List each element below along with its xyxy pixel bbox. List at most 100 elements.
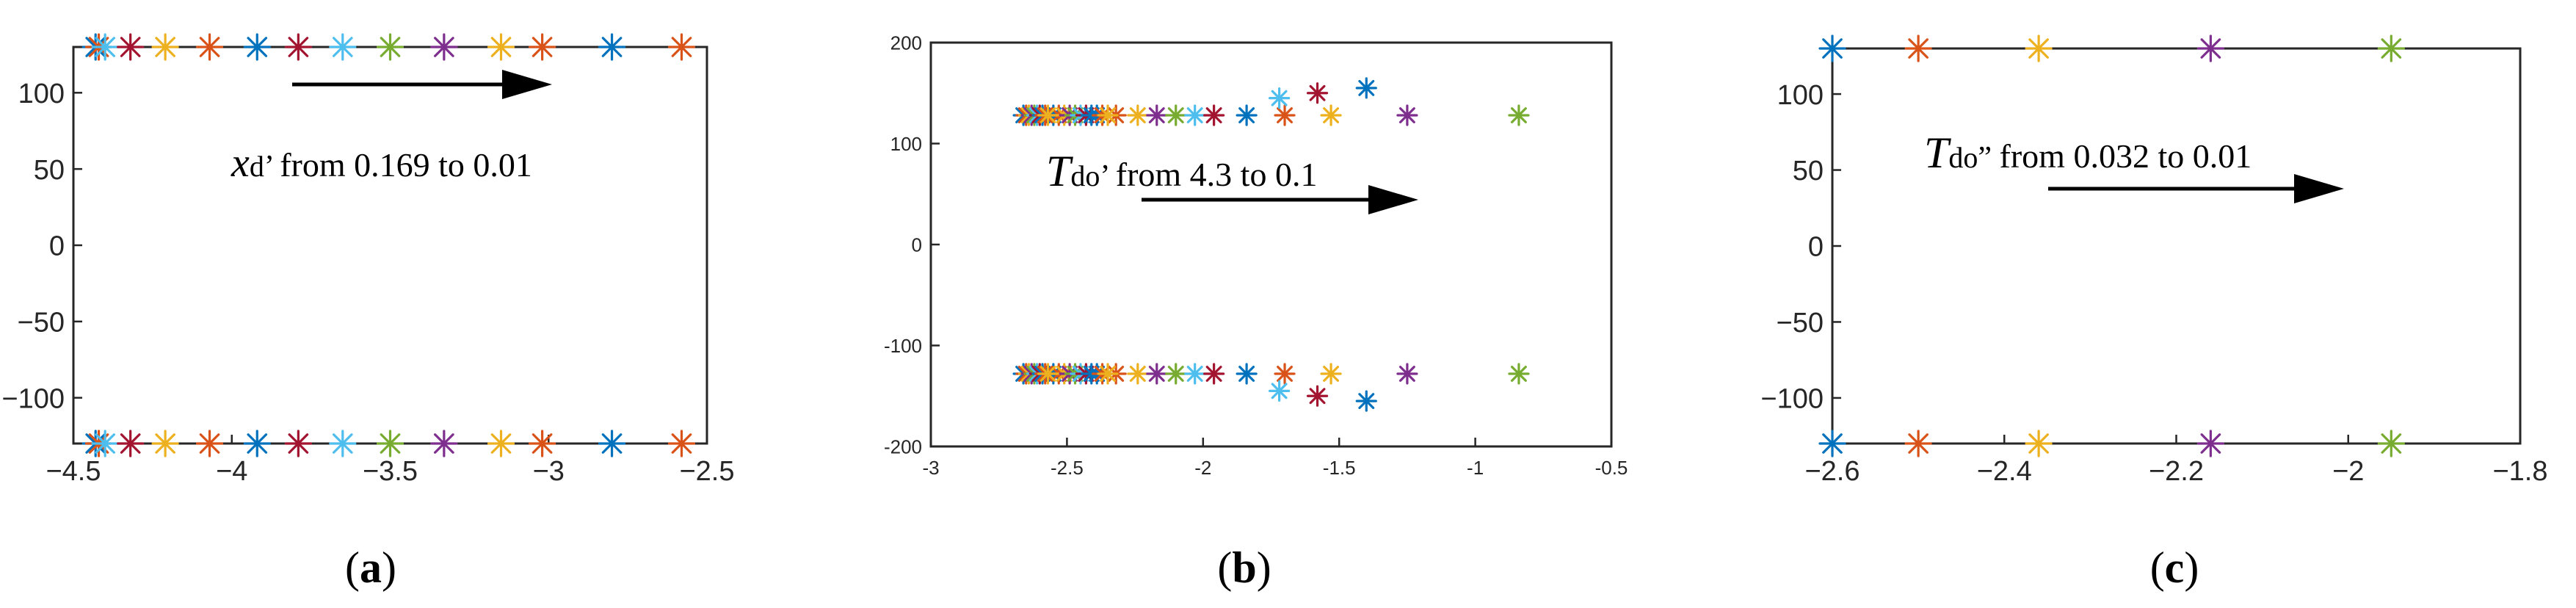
x-tick-label: -2.5 — [1051, 457, 1084, 479]
data-point — [1097, 104, 1119, 126]
x-tick-label: -1 — [1467, 457, 1484, 479]
x-tick-label: −2.6 — [1804, 456, 1860, 487]
annotation-text: xd’ from 0.169 to 0.01 — [231, 140, 532, 186]
annotation-text: Tdo” from 0.032 to 0.01 — [1924, 129, 2252, 177]
data-point — [91, 33, 119, 61]
data-point — [1320, 363, 1342, 385]
data-point — [1165, 104, 1187, 126]
trend-arrow-head — [1368, 185, 1418, 214]
panel-caption: (c) — [2150, 543, 2199, 592]
data-point — [487, 430, 515, 457]
data-point — [1165, 363, 1187, 385]
data-point — [2377, 35, 2405, 62]
y-tick-label: 0 — [49, 231, 65, 262]
y-tick-label: −100 — [1760, 384, 1824, 415]
x-tick-label: -0.5 — [1595, 457, 1628, 479]
y-tick-label: −50 — [1777, 308, 1824, 339]
data-point — [1818, 430, 1846, 457]
y-tick-label: −50 — [18, 308, 65, 339]
data-point — [1146, 104, 1168, 126]
y-tick-label: -200 — [884, 435, 922, 457]
data-point — [1396, 104, 1418, 126]
data-point — [151, 33, 179, 61]
data-point — [329, 430, 357, 457]
x-tick-label: −2.4 — [1977, 456, 2032, 487]
data-point — [1320, 104, 1342, 126]
data-point — [1355, 77, 1377, 99]
axes-box — [929, 41, 1613, 448]
panel-c: −2.6 −2.4 −2.2 −2 −1.8 100 50 0 −50 −100 Tdo” from… — [1760, 35, 2548, 592]
y-tick-label: 100 — [890, 133, 922, 155]
data-point — [1184, 363, 1206, 385]
data-point — [2025, 430, 2053, 457]
data-point — [1396, 363, 1418, 385]
trend-arrow-head — [502, 70, 552, 99]
data-point — [2025, 35, 2053, 62]
data-point — [1508, 363, 1530, 385]
data-point — [1269, 87, 1291, 109]
data-point — [1236, 104, 1258, 126]
y-tick-label: −100 — [1, 383, 65, 414]
data-point — [2196, 430, 2224, 457]
data-point — [1146, 363, 1168, 385]
x-tick-label: −1.8 — [2492, 456, 2547, 487]
data-point — [1269, 380, 1291, 402]
panel-a: −4.5 −4 −3.5 −3 −2.5 100 50 0 −50 −100 xd’ from 0.… — [1, 33, 735, 592]
data-point — [1037, 104, 1059, 126]
axes-box — [1831, 47, 2522, 445]
data-point — [117, 430, 145, 457]
data-point — [529, 430, 556, 457]
x-tick-label: -1.5 — [1323, 457, 1356, 479]
panel-caption: (a) — [345, 543, 396, 592]
x-tick-label: −2.5 — [679, 456, 734, 487]
x-tick-label: −2 — [2332, 456, 2364, 487]
data-point — [151, 430, 179, 457]
data-point — [1355, 390, 1377, 412]
panel-caption: (b) — [1217, 543, 1271, 592]
data-point — [117, 33, 145, 61]
data-point — [243, 33, 271, 61]
y-tick-label: 50 — [1793, 156, 1824, 187]
data-point — [1274, 363, 1296, 385]
data-point — [284, 33, 312, 61]
data-point — [487, 33, 515, 61]
x-tick-label: −3 — [533, 456, 565, 487]
y-tick-label: 100 — [18, 79, 65, 109]
axes-box — [72, 46, 708, 445]
x-tick-label: −4.5 — [46, 456, 101, 487]
data-point — [243, 430, 271, 457]
data-point — [1306, 82, 1329, 104]
x-tick-label: -3 — [922, 457, 939, 479]
data-point — [2196, 35, 2224, 62]
data-point — [1203, 104, 1225, 126]
data-point — [1203, 363, 1225, 385]
data-point — [598, 33, 626, 61]
data-point — [598, 430, 626, 457]
data-point — [1097, 363, 1119, 385]
data-point — [430, 33, 458, 61]
y-tick-label: 50 — [34, 155, 65, 186]
data-point — [1037, 363, 1059, 385]
data-point — [284, 430, 312, 457]
data-point — [1904, 430, 1932, 457]
annotation-text: Tdo’ from 4.3 to 0.1 — [1046, 147, 1317, 195]
data-point — [1904, 35, 1932, 62]
panel-b: -3 -2.5 -2 -1.5 -1 -0.5 200 100 0 -100 -200 Tdo’ fr… — [884, 32, 1628, 592]
data-point — [1081, 104, 1103, 126]
data-point — [2377, 430, 2405, 457]
data-point — [667, 33, 696, 61]
y-tick-label: 100 — [1777, 80, 1824, 111]
data-point — [1818, 35, 1846, 62]
data-point — [195, 33, 224, 61]
data-point — [91, 430, 119, 457]
trend-arrow-head — [2294, 174, 2344, 203]
data-point — [195, 430, 224, 457]
y-tick-label: 200 — [890, 32, 922, 54]
data-point — [329, 33, 357, 61]
data-point — [430, 430, 458, 457]
data-point — [1127, 363, 1149, 385]
data-point — [376, 33, 404, 61]
x-tick-label: −4 — [216, 456, 247, 487]
data-point — [1236, 363, 1258, 385]
